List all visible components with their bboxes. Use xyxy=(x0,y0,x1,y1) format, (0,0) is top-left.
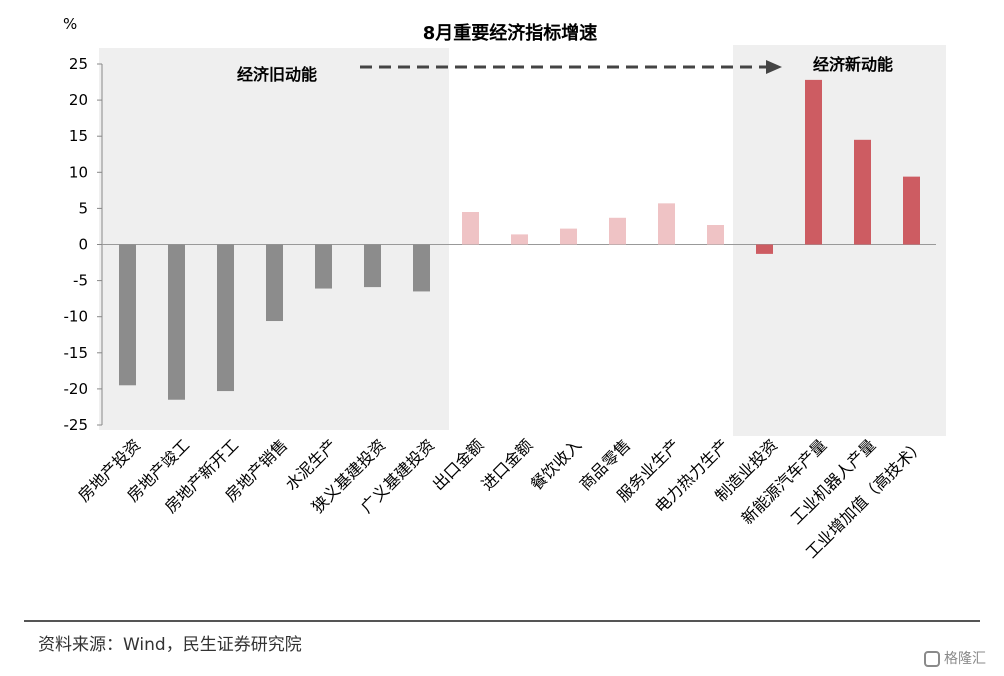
source-note: 资料来源：Wind，民生证券研究院 xyxy=(38,635,302,655)
bar xyxy=(903,176,920,245)
x-category-label: 工业机器人产量 xyxy=(787,435,880,528)
y-tick-label: -20 xyxy=(64,380,89,398)
y-tick-label: -25 xyxy=(64,416,89,434)
y-tick-label: 5 xyxy=(78,199,88,217)
chart-title: 8月重要经济指标增速 xyxy=(423,22,598,44)
watermark-logo-icon xyxy=(924,651,940,667)
y-tick-label: 15 xyxy=(69,127,88,145)
old-momentum-label: 经济旧动能 xyxy=(237,65,317,84)
footer-divider xyxy=(24,620,980,622)
y-tick-label: -5 xyxy=(73,272,88,290)
bar xyxy=(217,244,234,392)
bar xyxy=(266,244,283,322)
bar xyxy=(707,225,724,245)
bar xyxy=(462,212,479,245)
y-tick-label: 0 xyxy=(78,236,88,254)
bar xyxy=(756,244,773,254)
x-category-label: 进口金额 xyxy=(478,435,537,494)
watermark: 格隆汇 xyxy=(924,648,986,668)
bar xyxy=(609,217,626,245)
arrow-head-icon xyxy=(766,60,782,74)
new-momentum-label: 经济新动能 xyxy=(813,55,893,74)
y-unit-label: % xyxy=(63,15,77,33)
bar xyxy=(658,203,675,245)
bar xyxy=(413,244,430,292)
y-tick-label: -10 xyxy=(64,308,89,326)
y-tick-label: 10 xyxy=(69,163,88,181)
bar xyxy=(315,244,332,289)
x-category-label: 新能源汽车产量 xyxy=(738,435,831,528)
chart-svg: 2520151050-5-10-15-20-25房地产投资房地产竣工房地产新开工… xyxy=(63,15,946,562)
bar xyxy=(854,139,871,245)
old-momentum-shade xyxy=(99,48,449,430)
bar xyxy=(511,234,528,245)
x-category-label: 餐饮收入 xyxy=(527,435,586,494)
bar xyxy=(364,244,381,288)
x-category-label: 出口金额 xyxy=(429,435,488,494)
bar xyxy=(805,79,822,245)
bar xyxy=(168,244,185,400)
watermark-text: 格隆汇 xyxy=(944,651,986,667)
y-tick-label: 20 xyxy=(69,91,88,109)
bar xyxy=(560,228,577,245)
y-tick-label: 25 xyxy=(69,55,88,73)
bar xyxy=(119,244,136,386)
y-tick-label: -15 xyxy=(64,344,89,362)
